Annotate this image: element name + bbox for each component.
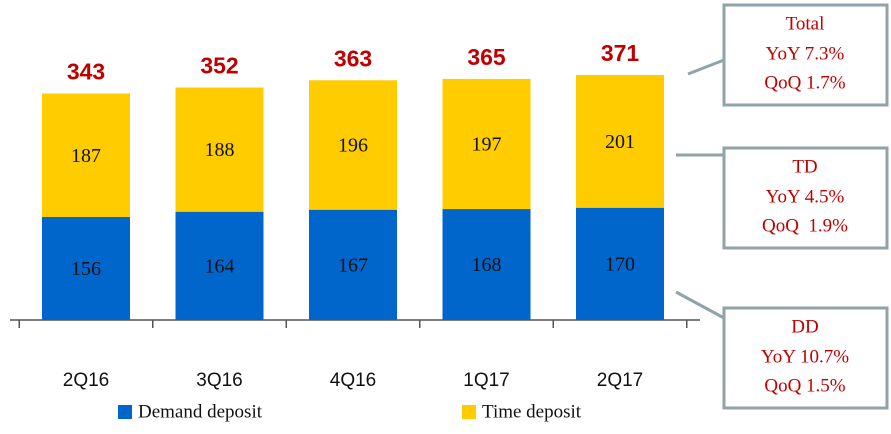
callout-title: TD (792, 156, 817, 177)
callout-line: YoY 10.7% (761, 346, 849, 367)
x-tick-label: 3Q16 (196, 370, 242, 391)
legend-swatch (118, 405, 132, 419)
total-label: 371 (601, 40, 640, 66)
legend-label: Demand deposit (138, 401, 263, 422)
callout-line: YoY 7.3% (766, 43, 845, 64)
total-label: 343 (67, 59, 105, 85)
callout-box (722, 306, 889, 410)
total-label: 352 (200, 53, 238, 79)
segment-label: 197 (472, 134, 502, 156)
legend-label: Time deposit (482, 401, 582, 422)
callout-connector (675, 290, 725, 320)
bar-segment (42, 93, 130, 217)
bar-segment (42, 216, 130, 320)
bar-segment (175, 211, 264, 320)
bar-segment (576, 207, 664, 320)
segment-label: 164 (205, 255, 235, 277)
bar-segment (175, 87, 264, 212)
x-tick-label: 2Q17 (597, 370, 643, 391)
segment-label: 156 (71, 258, 101, 280)
bar-segment (309, 209, 397, 320)
x-tick-label: 4Q16 (330, 370, 376, 391)
bar-segment (309, 80, 397, 210)
bar-segment (442, 209, 531, 320)
legend-swatch (462, 405, 476, 419)
bar-segment (576, 75, 664, 208)
callout-box (722, 3, 889, 107)
callout-connector (687, 58, 725, 76)
total-label: 365 (467, 44, 506, 70)
segment-label: 167 (338, 254, 368, 276)
bar-segment (442, 78, 531, 210)
callout-title: DD (791, 316, 818, 337)
x-tick-label: 2Q16 (63, 370, 109, 391)
x-tick-label: 1Q17 (463, 370, 509, 391)
callout-box (722, 146, 889, 250)
callout-frames (675, 3, 889, 410)
callout-line: QoQ 1.9% (762, 215, 848, 236)
segment-label: 188 (205, 139, 235, 161)
segment-label: 187 (71, 145, 101, 167)
callout-line: YoY 4.5% (766, 186, 845, 207)
callout-line: QoQ 1.7% (764, 72, 845, 93)
callout-title: Total (786, 13, 825, 34)
segment-label: 196 (338, 135, 368, 157)
callout-line: QoQ 1.5% (764, 375, 845, 396)
segment-label: 170 (605, 253, 635, 275)
segment-label: 168 (472, 254, 502, 276)
total-label: 363 (334, 45, 372, 71)
segment-label: 201 (605, 131, 635, 153)
